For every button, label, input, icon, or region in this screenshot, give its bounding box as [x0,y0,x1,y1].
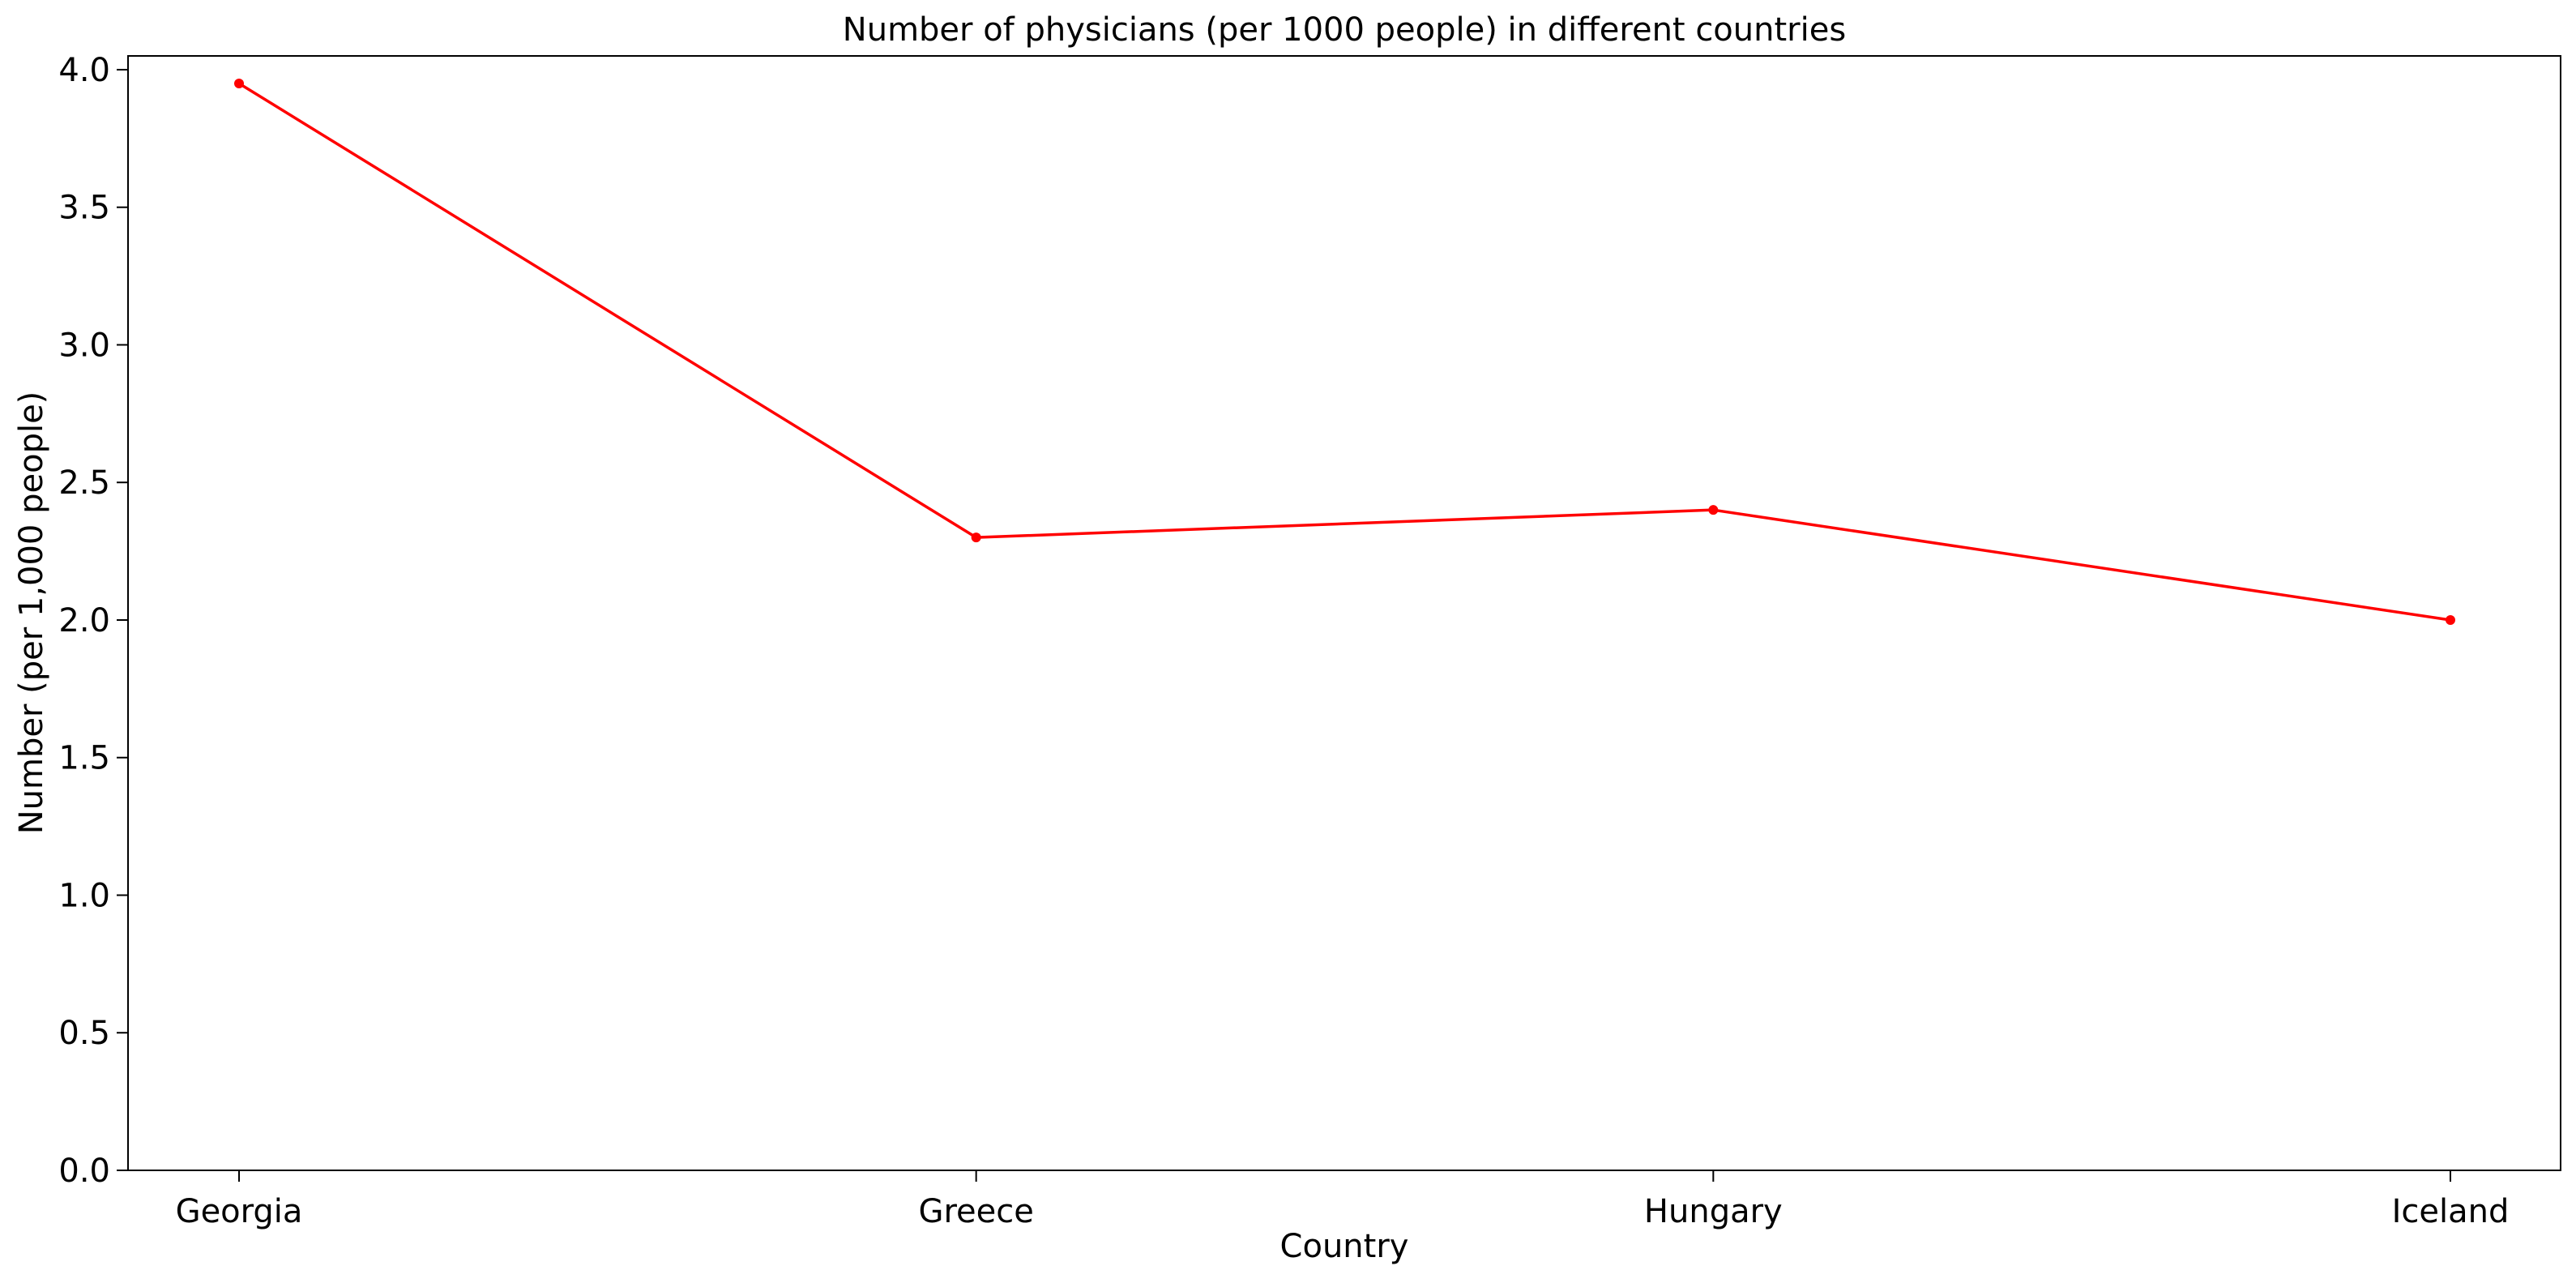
series-layer [234,78,2455,625]
plot-frame [127,55,2561,1171]
x-tick-label: Hungary [1644,1193,1783,1230]
y-tick-label: 0.0 [58,1153,110,1190]
y-tick-label: 1.5 [58,740,110,777]
y-tick-label: 2.0 [58,602,110,639]
y-axis-label: Number (per 1,000 people) [13,391,50,835]
x-axis-ticks: Georgia Greece Hungary Iceland [176,1170,2510,1230]
chart-title: Number of physicians (per 1000 people) i… [843,11,1846,49]
y-tick-label: 0.5 [58,1015,110,1052]
y-tick-label: 1.0 [58,877,110,914]
x-tick-label: Iceland [2392,1193,2510,1230]
y-tick-label: 3.5 [58,190,110,227]
data-point-greece [971,532,981,543]
y-tick-label: 3.0 [58,327,110,364]
data-point-iceland [2446,614,2455,625]
data-point-hungary [1708,505,1719,515]
x-tick-label: Georgia [176,1193,303,1230]
data-point-georgia [234,78,244,88]
y-tick-label: 2.5 [58,464,110,502]
x-tick-label: Greece [918,1193,1033,1230]
y-tick-label: 4.0 [58,52,110,89]
y-axis-ticks: 0.0 0.5 1.0 1.5 2.0 2.5 3.0 3.5 4.0 [58,52,128,1190]
x-axis-label: Country [1280,1228,1409,1265]
series-line [237,82,2452,622]
